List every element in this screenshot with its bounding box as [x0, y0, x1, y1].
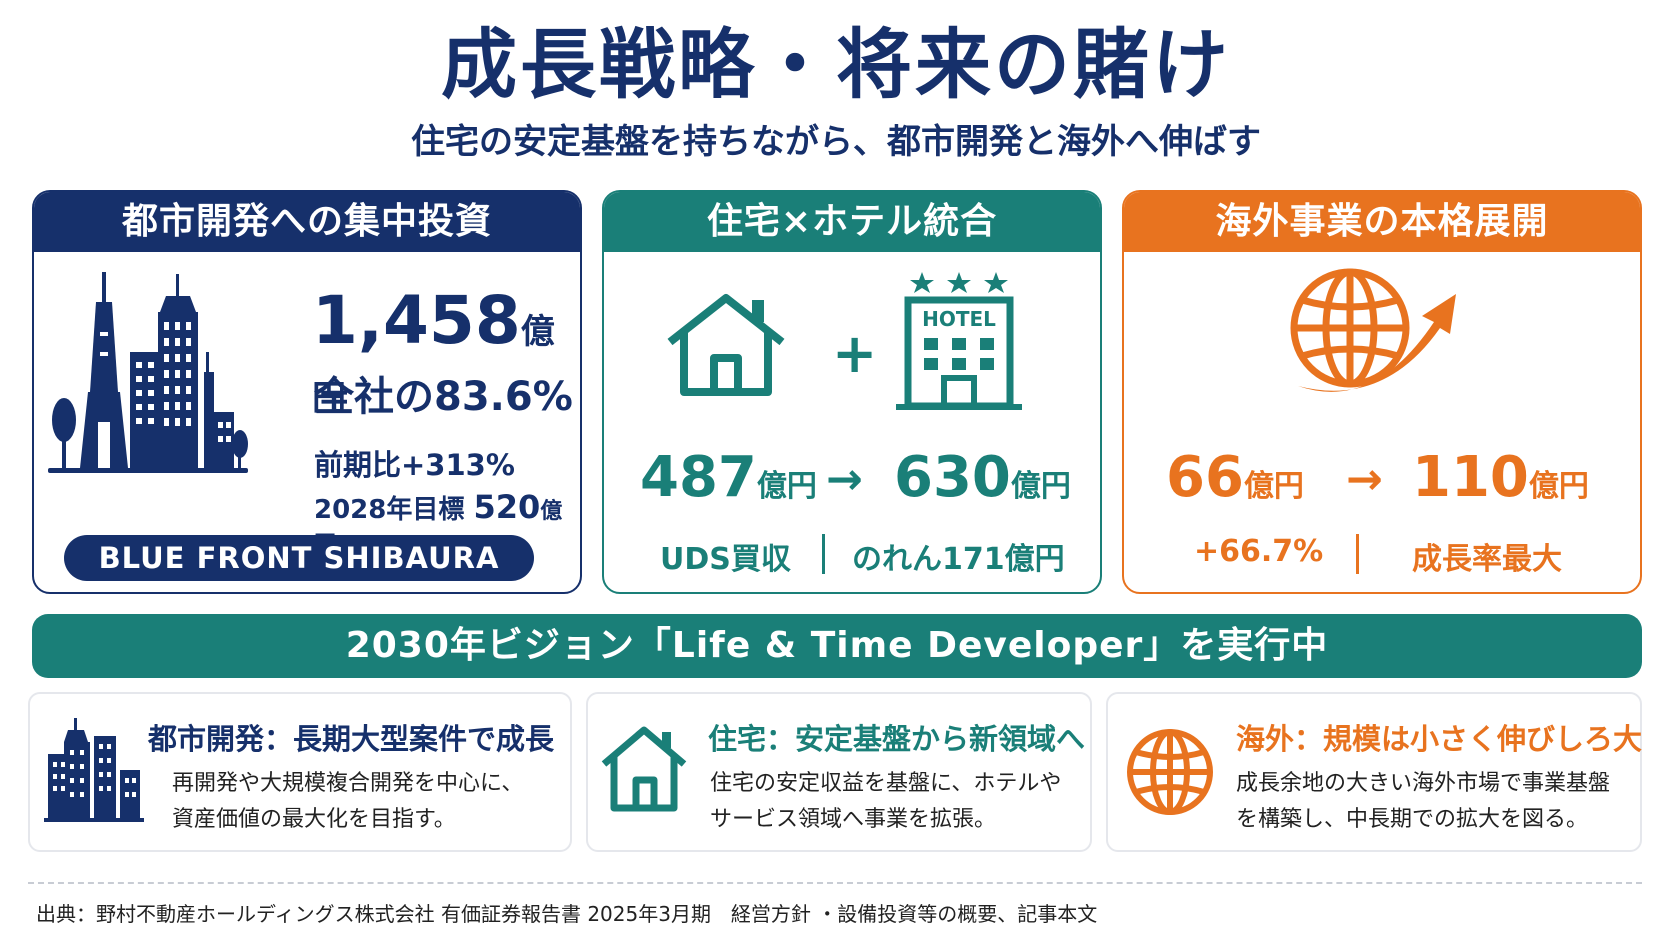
urban-amount-unit: 億円: [312, 312, 555, 418]
housing-from-number: 487: [640, 445, 757, 510]
vision-banner: 2030年ビジョン「Life & Time Developer」を実行中: [32, 614, 1642, 678]
overseas-to-value: 110億円: [1412, 450, 1589, 506]
footer-divider: [28, 882, 1642, 884]
urban-summary-body: 再開発や大規模複合開発を中心に、 資産価値の最大化を目指す。: [172, 766, 523, 838]
globe-icon: [1124, 726, 1216, 822]
urban-summary-line: 再開発や大規模複合開発を中心に、: [172, 771, 524, 796]
overseas-to-unit: 億円: [1528, 469, 1589, 504]
divider: [822, 534, 825, 574]
housing-from-value: 487億円: [640, 450, 817, 506]
arrow-right-icon: →: [1346, 454, 1383, 505]
housing-to-number: 630: [894, 445, 1011, 510]
urban-summary-title: 都市開発：長期大型案件で成長: [148, 722, 555, 756]
urban-target-value: 520: [473, 488, 541, 526]
housing-summary-line: 住宅の安定収益を基盤に、ホテルや: [710, 771, 1062, 796]
city-skyline-icon: [48, 272, 258, 486]
plus-sign: +: [832, 322, 878, 385]
arrow-right-icon: →: [826, 454, 863, 505]
overseas-summary-card: 海外：規模は小さく伸びしろ大 成長余地の大きい海外市場で事業基盤 を構築し、中長…: [1106, 692, 1642, 852]
overseas-from-value: 66億円: [1166, 450, 1304, 506]
housing-to-value: 630億円: [894, 450, 1071, 506]
overseas-summary-body: 成長余地の大きい海外市場で事業基盤 を構築し、中長期での拡大を図る。: [1236, 766, 1610, 838]
overseas-summary-title: 海外：規模は小さく伸びしろ大: [1236, 722, 1643, 756]
urban-summary-card: 都市開発：長期大型案件で成長 再開発や大規模複合開発を中心に、 資産価値の最大化…: [28, 692, 572, 852]
housing-summary-card: 住宅：安定基盤から新領域へ 住宅の安定収益を基盤に、ホテルや サービス領域へ事業…: [586, 692, 1092, 852]
buildings-icon: [44, 714, 144, 828]
overseas-from-number: 66: [1166, 445, 1244, 510]
urban-amount-value: 1,458: [312, 282, 521, 359]
globe-growth-icon: [1284, 262, 1474, 416]
hotel-icon: HOTEL: [894, 272, 1024, 416]
urban-summary-line: 資産価値の最大化を目指す。: [172, 807, 456, 832]
housing-to-unit: 億円: [1010, 469, 1071, 504]
housing-summary-line: サービス領域へ事業を拡張。: [710, 807, 997, 832]
housing-note-acquisition: UDS買収: [660, 542, 791, 577]
housing-card-header: 住宅×ホテル統合: [604, 192, 1100, 252]
housing-hotel-card: 住宅×ホテル統合 + HOTEL: [602, 190, 1102, 594]
overseas-card-header: 海外事業の本格展開: [1124, 192, 1640, 252]
page-title: 成長戦略・将来の賭け: [441, 20, 1231, 109]
urban-investment-card: 都市開発への集中投資: [32, 190, 582, 594]
divider: [1356, 534, 1359, 574]
house-icon: [664, 292, 788, 404]
overseas-note: 成長率最大: [1412, 542, 1562, 577]
housing-summary-title: 住宅：安定基盤から新領域へ: [708, 722, 1086, 756]
hotel-sign-text: HOTEL: [922, 307, 996, 331]
urban-target-label: 2028年目標: [314, 495, 465, 525]
overseas-from-unit: 億円: [1243, 469, 1304, 504]
housing-summary-body: 住宅の安定収益を基盤に、ホテルや サービス領域へ事業を拡張。: [710, 766, 1061, 838]
urban-share: 全社の83.6%: [314, 374, 573, 420]
page-subtitle: 住宅の安定基盤を持ちながら、都市開発と海外へ伸ばす: [411, 122, 1261, 162]
source-citation: 出典：野村不動産ホールディングス株式会社 有価証券報告書 2025年3月期 経営…: [36, 902, 1098, 926]
house-icon: [600, 724, 688, 818]
housing-from-unit: 億円: [756, 469, 817, 504]
overseas-to-number: 110: [1412, 445, 1529, 510]
housing-note-goodwill: のれん171億円: [852, 542, 1065, 577]
urban-target: 2028年目標 520億円: [314, 488, 580, 558]
urban-investment-amount: 1,458億円: [312, 288, 580, 420]
overseas-card: 海外事業の本格展開 66億円 → 110億円 +66.7% 成長率最大: [1122, 190, 1642, 594]
overseas-growth-rate: +66.7%: [1194, 534, 1324, 569]
overseas-summary-line: 成長余地の大きい海外市場で事業基盤: [1236, 771, 1611, 796]
urban-card-header: 都市開発への集中投資: [34, 192, 580, 252]
overseas-summary-line: を構築し、中長期での拡大を図る。: [1236, 807, 1589, 832]
urban-yoy: 前期比+313%: [314, 448, 515, 482]
project-badge: BLUE FRONT SHIBAURA: [64, 535, 534, 581]
